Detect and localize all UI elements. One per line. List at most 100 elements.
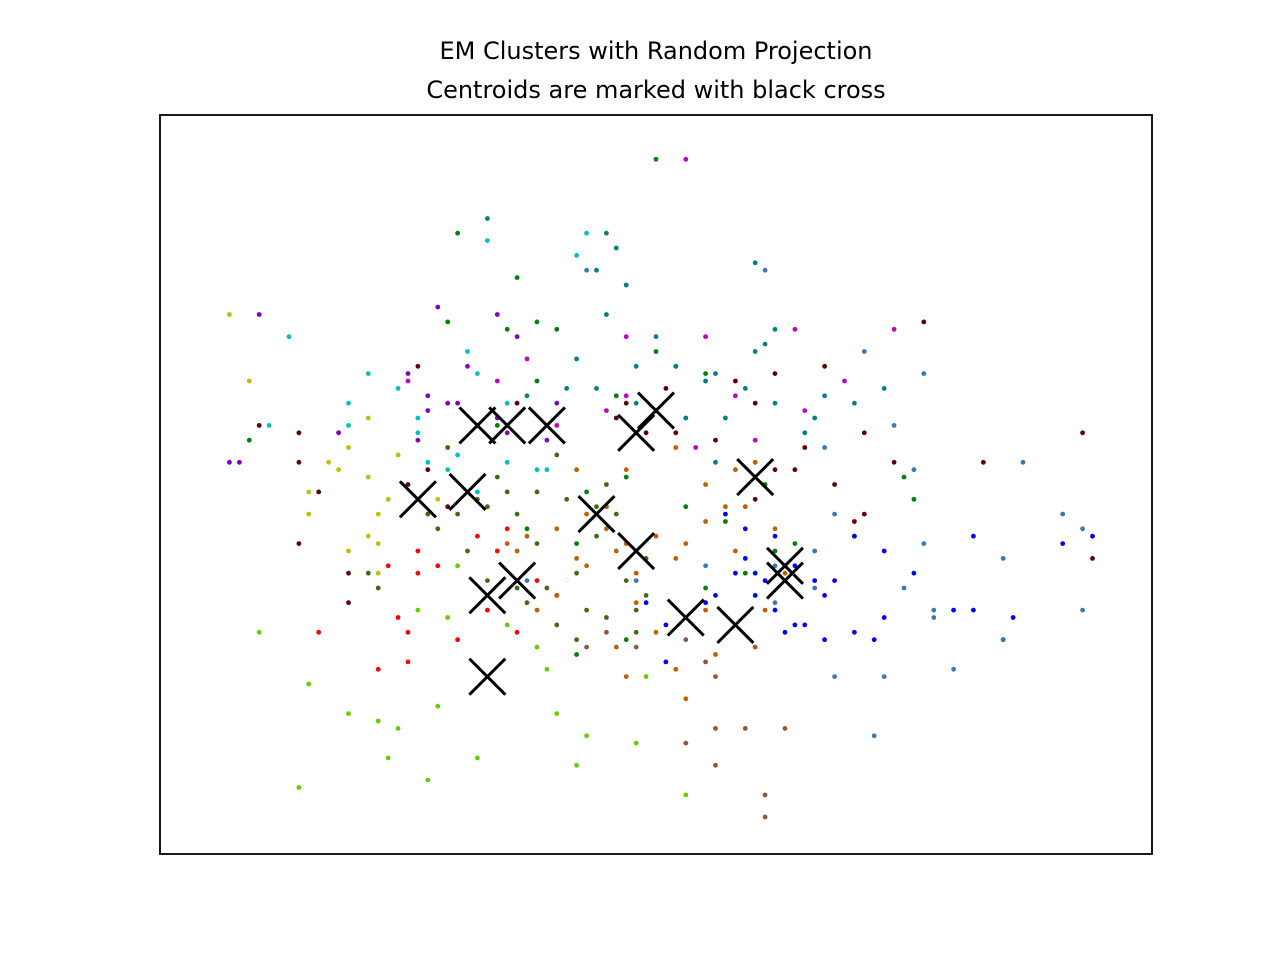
data-point [524,600,530,606]
centroid-cross [498,561,537,600]
data-point [971,607,976,613]
data-point [425,459,431,465]
data-point [861,349,867,354]
data-point [544,437,550,443]
data-point [643,600,649,606]
data-point [1020,459,1026,465]
data-point [485,504,490,510]
data-point [752,459,758,465]
data-point [415,570,421,576]
data-point [574,762,579,768]
data-point [395,615,401,620]
data-point [534,467,540,473]
data-point [742,570,748,576]
cluster-11-points [643,511,1095,665]
data-point [604,408,609,413]
data-point [713,726,718,731]
data-point [762,578,768,583]
data-point [633,644,639,650]
data-point [742,504,748,510]
data-point [485,607,490,613]
data-point [435,563,441,569]
data-point [971,533,976,539]
data-point [852,519,857,524]
data-point [782,629,788,635]
data-point [812,415,818,421]
data-point [921,371,927,376]
data-point [435,304,441,310]
data-point [445,319,451,325]
data-point [336,467,341,473]
data-point [574,637,579,643]
data-point [435,526,441,532]
data-point [485,238,490,244]
data-point [425,777,431,783]
data-point [713,674,718,679]
data-point [772,400,778,406]
data-point [643,593,649,598]
data-point [623,674,629,679]
data-points [227,156,1095,820]
data-point [445,400,451,406]
data-point [425,393,431,399]
centroid-cross [617,531,656,571]
data-point [256,423,262,428]
data-point [296,785,302,790]
data-point [842,378,847,384]
data-point [594,504,599,510]
data-point [703,334,708,340]
data-point [594,445,599,450]
data-point [931,615,937,620]
data-point [683,637,689,643]
data-point [752,496,758,502]
data-point [951,607,956,613]
data-point [713,593,718,598]
data-point [494,474,500,480]
data-point [812,585,818,591]
data-point [514,437,520,443]
data-point [673,556,679,561]
data-point [921,319,927,325]
cluster-2-points [266,230,589,495]
data-point [901,585,907,591]
data-point [594,533,599,539]
data-point [395,386,401,391]
data-point [663,489,669,495]
data-point [901,474,907,480]
centroid-cross [636,391,676,430]
data-point [385,755,391,761]
data-point [425,511,431,517]
data-point [445,615,451,620]
data-point [554,526,560,532]
data-point [673,504,679,510]
data-point [465,548,470,554]
data-point [604,312,609,317]
data-point [375,585,381,591]
data-point [613,548,619,554]
data-point [663,386,669,391]
data-point [534,578,540,583]
data-point [713,371,718,376]
data-point [713,437,718,443]
data-point [742,726,748,731]
data-point [504,622,510,628]
data-point [1090,556,1095,561]
data-point [772,533,778,539]
data-point [405,659,411,665]
data-point [812,578,818,583]
data-point [246,378,252,384]
data-point [445,467,451,473]
data-point [891,423,897,428]
data-point [613,511,619,517]
data-point [673,445,679,450]
data-point [346,600,351,606]
data-point [604,526,609,532]
data-point [623,578,629,583]
data-point [921,541,927,546]
data-point [703,519,708,524]
data-point [623,496,629,502]
data-point [911,570,917,576]
data-point [455,230,460,236]
data-point [703,600,708,606]
data-point [475,755,480,761]
